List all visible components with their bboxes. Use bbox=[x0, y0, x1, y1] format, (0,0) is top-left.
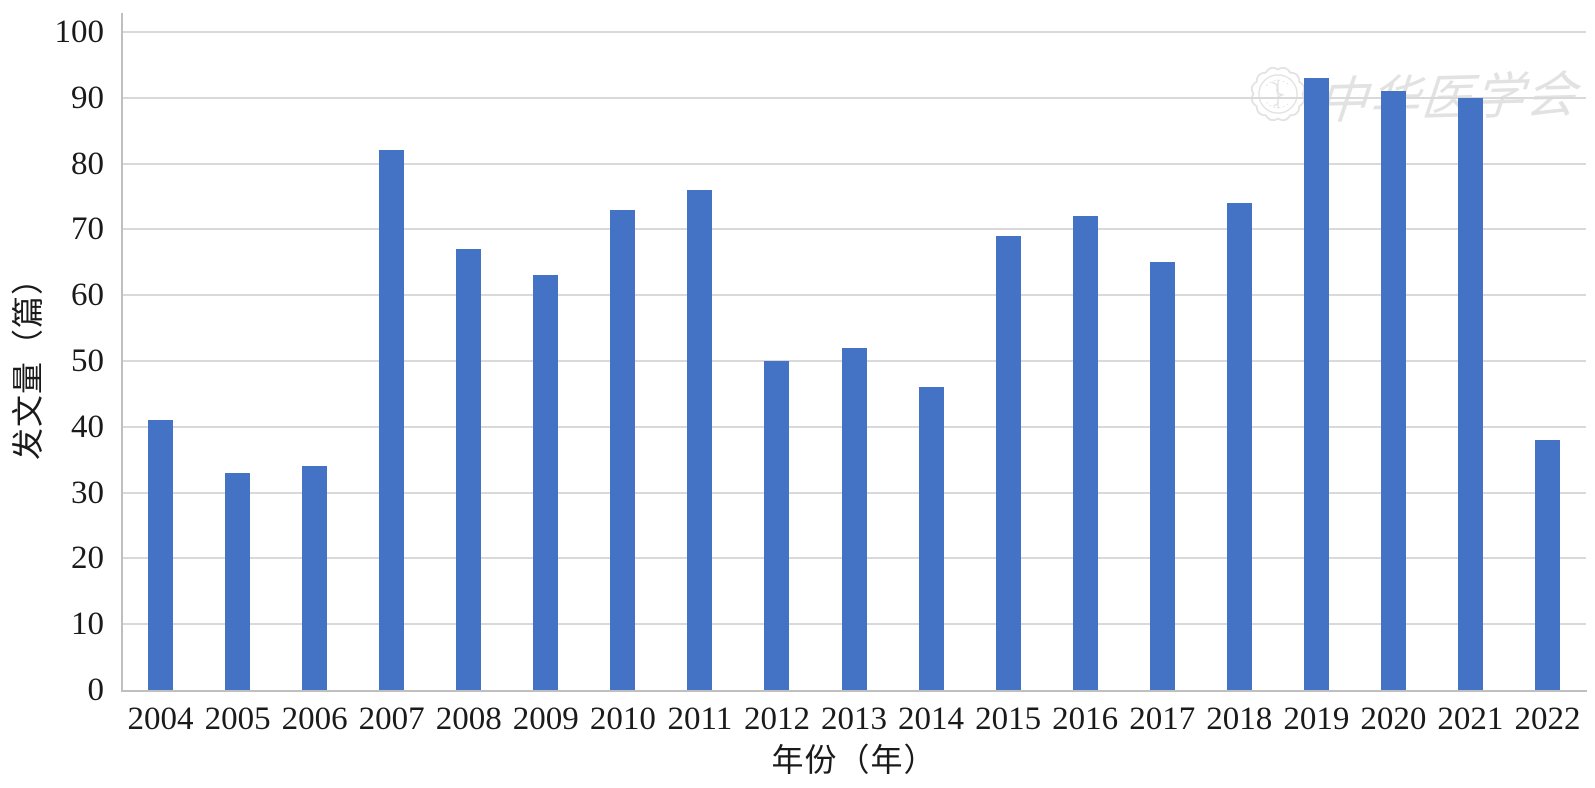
bar-2007 bbox=[379, 150, 405, 690]
y-gridline-60 bbox=[122, 294, 1586, 297]
x-tick-label-2015: 2015 bbox=[975, 701, 1042, 737]
y-tick-label-100: 100 bbox=[54, 14, 105, 50]
x-tick-label-2012: 2012 bbox=[743, 701, 810, 737]
x-axis-title: 年份（年） bbox=[771, 742, 937, 778]
x-tick-label-2016: 2016 bbox=[1052, 701, 1119, 737]
x-axis-line bbox=[122, 690, 1587, 692]
bar-2009 bbox=[533, 275, 559, 690]
watermark: 中华医学会 bbox=[1248, 56, 1581, 132]
y-tick-label-90: 90 bbox=[71, 79, 104, 116]
bar-2006 bbox=[302, 466, 328, 690]
x-tick-label-2020: 2020 bbox=[1360, 701, 1427, 737]
bar-2008 bbox=[456, 249, 482, 690]
x-tick-label-2009: 2009 bbox=[512, 701, 579, 737]
y-tick-label-30: 30 bbox=[71, 474, 104, 511]
x-tick-label-2022: 2022 bbox=[1514, 701, 1581, 737]
bar-2019 bbox=[1303, 78, 1329, 690]
bar-2013 bbox=[841, 347, 867, 690]
x-tick-label-2005: 2005 bbox=[204, 701, 271, 737]
y-tick-label-20: 20 bbox=[71, 540, 104, 577]
x-tick-label-2008: 2008 bbox=[435, 701, 502, 737]
bar-2012 bbox=[764, 361, 790, 690]
x-tick-label-2018: 2018 bbox=[1206, 701, 1273, 737]
x-tick-label-2010: 2010 bbox=[589, 701, 656, 737]
bar-2011 bbox=[687, 189, 713, 690]
bar-2015 bbox=[995, 235, 1021, 690]
bar-2018 bbox=[1226, 203, 1252, 690]
bar-2016 bbox=[1072, 216, 1098, 690]
bar-2004 bbox=[148, 420, 174, 690]
y-tick-label-40: 40 bbox=[71, 408, 104, 445]
y-tick-label-10: 10 bbox=[71, 606, 104, 643]
x-tick-label-2017: 2017 bbox=[1129, 701, 1196, 737]
bar-2010 bbox=[610, 209, 636, 690]
y-tick-label-70: 70 bbox=[71, 211, 104, 248]
y-gridline-80 bbox=[122, 162, 1586, 165]
x-tick-label-2019: 2019 bbox=[1283, 701, 1350, 737]
y-tick-label-50: 50 bbox=[71, 343, 104, 379]
x-tick-label-2007: 2007 bbox=[358, 701, 425, 737]
x-tick-label-2013: 2013 bbox=[821, 701, 887, 737]
y-gridline-100 bbox=[122, 31, 1586, 33]
chinese-medical-association-seal-icon bbox=[1250, 66, 1306, 122]
bar-2005 bbox=[225, 472, 251, 690]
x-tick-label-2006: 2006 bbox=[281, 701, 348, 737]
x-tick-label-2021: 2021 bbox=[1437, 701, 1504, 737]
y-axis-line bbox=[121, 13, 123, 692]
x-tick-label-2014: 2014 bbox=[898, 701, 965, 737]
x-tick-label-2011: 2011 bbox=[667, 701, 733, 737]
bar-2020 bbox=[1380, 91, 1406, 690]
y-tick-label-0: 0 bbox=[87, 672, 105, 708]
bar-2021 bbox=[1457, 97, 1483, 690]
x-tick-label-2004: 2004 bbox=[127, 701, 194, 737]
y-tick-label-60: 60 bbox=[71, 277, 104, 314]
y-gridline-70 bbox=[122, 228, 1586, 231]
bar-2017 bbox=[1149, 262, 1175, 690]
y-gridline-90 bbox=[122, 96, 1586, 99]
watermark-text: 中华医学会 bbox=[1315, 66, 1581, 130]
bar-2014 bbox=[918, 387, 944, 690]
y-tick-label-80: 80 bbox=[71, 145, 104, 182]
bar-2022 bbox=[1534, 439, 1560, 690]
